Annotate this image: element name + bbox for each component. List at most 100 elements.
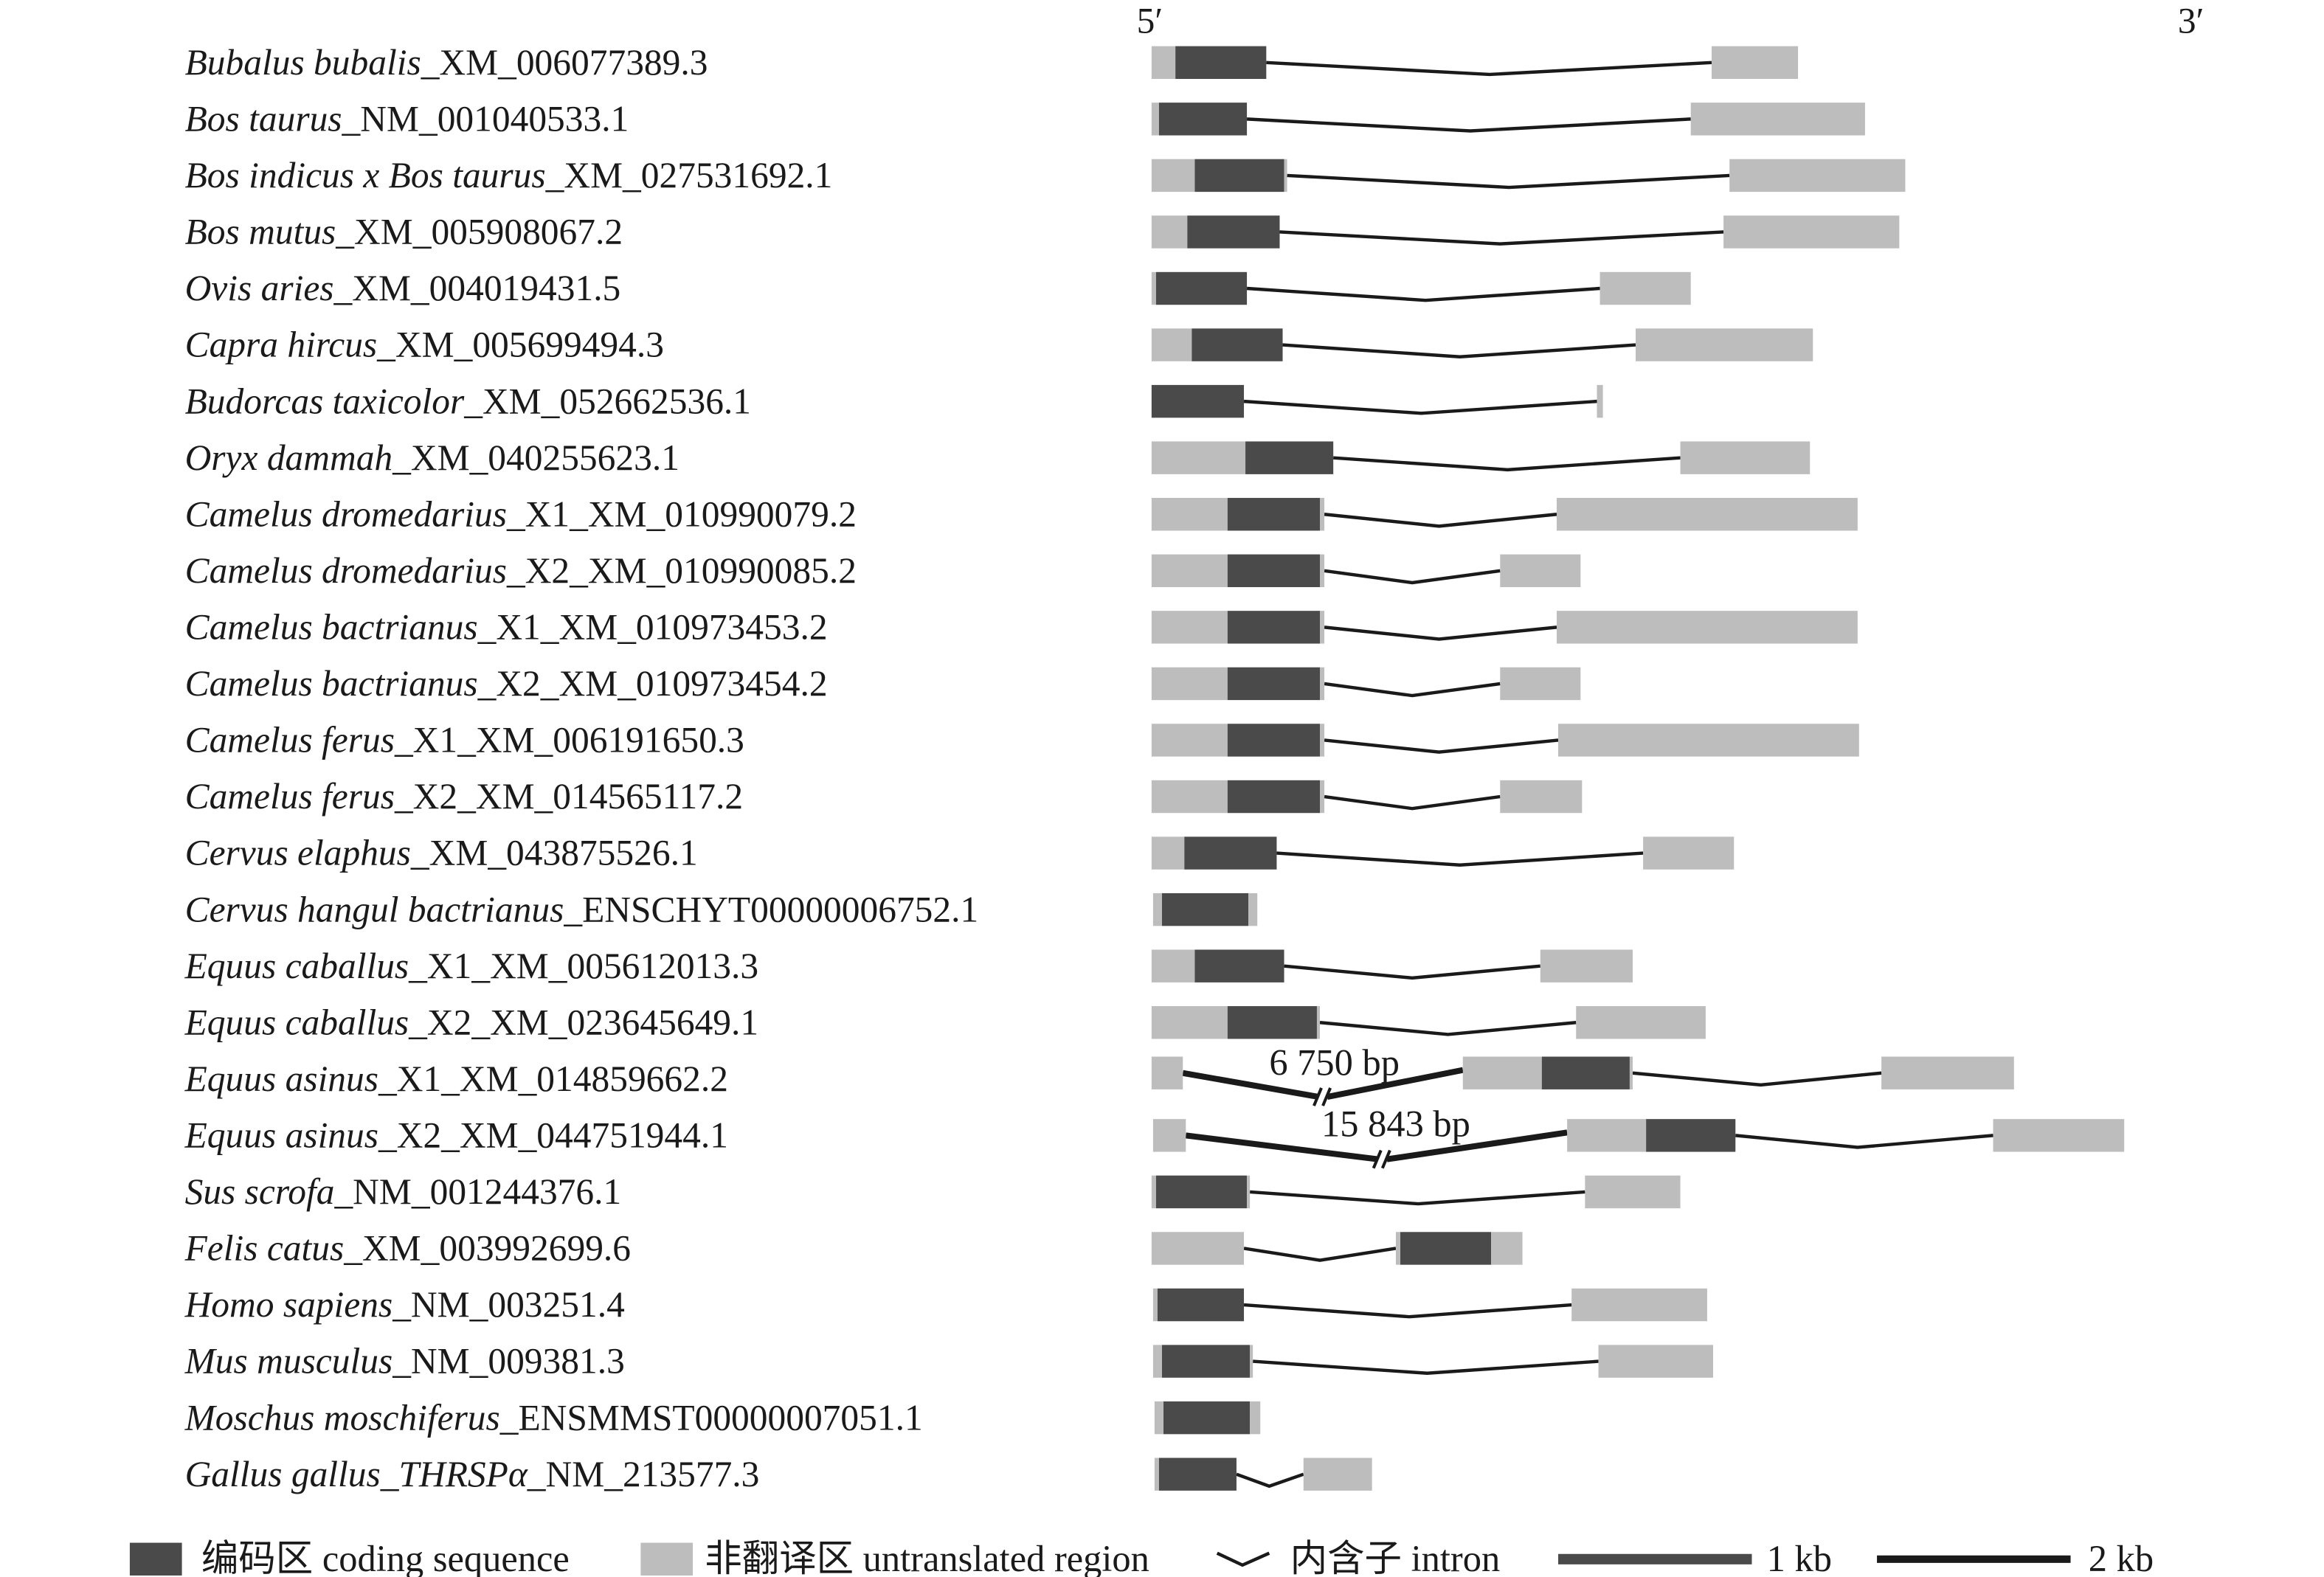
species-name: Bos taurus — [185, 99, 342, 139]
intron-line — [1243, 1303, 1572, 1319]
utr-exon — [1320, 724, 1325, 757]
utr-exon — [1500, 667, 1581, 701]
accession: _NM_001040533.1 — [342, 99, 629, 139]
gene-structure-row — [1151, 159, 1906, 193]
utr-exon — [1151, 498, 1228, 531]
coding-exon — [1162, 1345, 1251, 1378]
intron-line — [1324, 513, 1557, 528]
coding-exon — [1541, 1056, 1630, 1089]
coding-exon — [1155, 1175, 1248, 1209]
legend-coding-swatch — [129, 1542, 182, 1576]
utr-exon — [1711, 46, 1799, 80]
transcript-label: Moschus moschiferus_ENSMMST00000007051.1 — [184, 1397, 923, 1438]
gene-structure-row — [1152, 1119, 2125, 1169]
utr-exon — [1320, 611, 1325, 644]
transcript-label: Camelus bactrianus_X1_XM_010973453.2 — [185, 607, 828, 648]
accession: _XM_043875526.1 — [410, 833, 698, 873]
gene-structure-row — [1152, 893, 1258, 926]
gene-structure-row — [1151, 441, 1811, 474]
species-name: Moschus moschiferus — [184, 1397, 500, 1438]
legend-intron-glyph — [1216, 1551, 1270, 1567]
accession: _X2_XM_023645649.1 — [408, 1002, 758, 1042]
intron-line — [1324, 738, 1559, 754]
accession: _XM_003992699.6 — [343, 1228, 631, 1269]
intron-line — [1333, 456, 1681, 472]
coding-exon — [1192, 328, 1283, 361]
utr-exon — [1151, 1006, 1228, 1039]
intron-length-annotation-asinus-x2: 15 843 bp — [1321, 1103, 1470, 1144]
species-name: Homo sapiens — [184, 1284, 393, 1325]
gene-structure-row — [1151, 1056, 2014, 1106]
coding-exon — [1151, 384, 1245, 418]
long-intron-line — [1327, 1067, 1464, 1100]
gene-structure-row — [1151, 724, 1859, 757]
utr-exon — [1395, 1232, 1401, 1265]
utr-exon — [1284, 159, 1287, 193]
intron-line — [1324, 569, 1501, 585]
transcript-label: Camelus dromedarius_X1_XM_010990079.2 — [185, 493, 857, 534]
utr-exon — [1571, 1288, 1707, 1322]
accession: _X1_XM_006191650.3 — [394, 720, 744, 760]
legend: 编码区 coding sequence 非翻译区 untranslated re… — [129, 1538, 2154, 1577]
species-name: Equus caballus — [184, 1002, 409, 1042]
gene-structure-row — [1151, 836, 1735, 870]
transcript-label: Bos indicus x Bos taurus_XM_027531692.1 — [185, 155, 833, 195]
species-name: Equus asinus — [184, 1115, 378, 1156]
intron-line — [1279, 230, 1724, 246]
accession: _ENSMMST00000007051.1 — [499, 1397, 923, 1438]
intron-line — [1276, 851, 1644, 867]
species-name: Camelus dromedarius — [185, 550, 507, 591]
transcript-label: Oryx dammah_XM_040255623.1 — [185, 437, 679, 478]
gene-structures — [1151, 46, 2125, 1491]
utr-exon — [1690, 103, 1865, 136]
coding-exon — [1227, 724, 1321, 757]
coding-exon — [1400, 1232, 1492, 1265]
coding-exon — [1227, 1006, 1317, 1039]
coding-exon — [1158, 103, 1248, 136]
accession: _X1_XM_010990079.2 — [506, 493, 857, 534]
utr-exon — [1881, 1056, 2014, 1089]
gene-structure-row — [1154, 1401, 1261, 1435]
gene-structure-row — [1151, 1175, 1681, 1209]
utr-exon — [1247, 1175, 1251, 1209]
utr-exon — [1491, 1232, 1523, 1265]
legend-utr-swatch — [640, 1542, 694, 1576]
gene-structure-row — [1151, 1232, 1523, 1265]
transcript-label: Gallus gallus_THRSPα_NM_213577.3 — [185, 1454, 760, 1494]
utr-exon — [1154, 1458, 1159, 1491]
transcript-label: Homo sapiens_NM_003251.4 — [184, 1284, 625, 1325]
gene-structure-row — [1151, 780, 1583, 814]
species-name: Bubalus bubalis — [185, 42, 421, 83]
accession: _NM_009381.3 — [392, 1341, 625, 1382]
transcript-label: Bubalus bubalis_XM_006077389.3 — [185, 42, 708, 83]
coding-exon — [1227, 667, 1321, 701]
gene-structure-row — [1151, 498, 1858, 531]
utr-exon — [1152, 1345, 1162, 1378]
transcript-label: Sus scrofa_NM_001244376.1 — [185, 1171, 622, 1212]
transcript-label: Bos mutus_XM_005908067.2 — [185, 212, 623, 252]
gene-structure-row — [1151, 1006, 1706, 1039]
species-name: Oryx dammah — [185, 437, 393, 478]
accession: _XM_006077389.3 — [421, 42, 708, 83]
intron-line — [1632, 1071, 1882, 1087]
utr-exon — [1558, 724, 1859, 757]
species-name: Bos mutus — [185, 212, 336, 252]
transcript-labels: Bubalus bubalis_XM_006077389.3 Bos taurus… — [184, 42, 979, 1494]
accession: _X2_XM_044751944.1 — [378, 1115, 728, 1156]
intron-line — [1284, 964, 1541, 980]
legend-coding-label: 编码区 coding sequence — [201, 1538, 570, 1577]
species-name: Camelus ferus — [185, 776, 395, 817]
utr-exon — [1629, 1056, 1633, 1089]
coding-exon — [1162, 893, 1249, 926]
accession: _X1_XM_014859662.2 — [378, 1058, 728, 1099]
coding-exon — [1245, 441, 1334, 474]
coding-exon — [1646, 1119, 1736, 1152]
transcript-label: Felis catus_XM_003992699.6 — [184, 1228, 631, 1269]
legend-intron-label: 内含子 intron — [1290, 1538, 1501, 1577]
intron-line — [1287, 173, 1730, 190]
utr-exon — [1151, 554, 1228, 588]
intron-line — [1324, 794, 1501, 811]
intron-line — [1735, 1134, 1993, 1149]
species-name: Sus scrofa — [185, 1171, 335, 1212]
